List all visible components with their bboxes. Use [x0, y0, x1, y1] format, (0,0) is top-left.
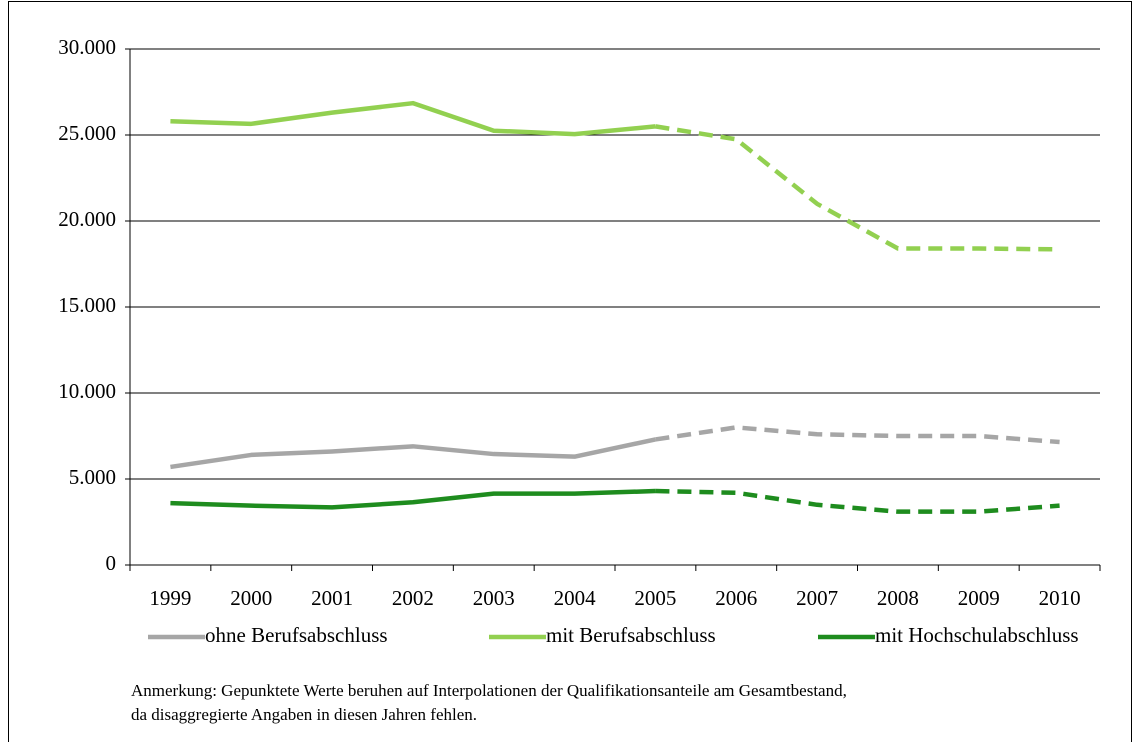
x-tick-label: 2003 [473, 586, 515, 610]
legend-label: mit Hochschulabschluss [875, 623, 1079, 647]
x-tick-label: 2010 [1039, 586, 1081, 610]
y-tick-label: 25.000 [58, 121, 116, 145]
x-tick-label: 2009 [958, 586, 1000, 610]
x-tick-label: 2007 [796, 586, 838, 610]
series-line [170, 100, 656, 137]
series-line [170, 437, 656, 470]
y-tick-label: 15.000 [58, 293, 116, 317]
x-tick-label: 2004 [554, 586, 597, 610]
y-tick-label: 0 [106, 551, 117, 575]
x-tick-label: 2002 [392, 586, 434, 610]
legend-label: ohne Berufsabschluss [205, 623, 388, 647]
legend-label: mit Berufsabschluss [546, 623, 716, 647]
frame [8, 1, 1132, 742]
x-tick-label: 2008 [877, 586, 919, 610]
y-tick-label: 20.000 [58, 207, 116, 231]
series-line [655, 488, 1060, 514]
series-line [655, 124, 1060, 252]
note: Anmerkung: Gepunktete Werte beruhen auf … [131, 681, 847, 700]
x-tick-label: 1999 [149, 586, 191, 610]
note: da disaggregierte Angaben in diesen Jahr… [131, 705, 477, 724]
y-tick-label: 5.000 [69, 465, 116, 489]
x-tick-label: 2001 [311, 586, 353, 610]
series-line [170, 488, 656, 510]
series-line [655, 425, 1060, 445]
x-tick-label: 2005 [634, 586, 676, 610]
y-tick-label: 10.000 [58, 379, 116, 403]
y-tick-label: 30.000 [58, 35, 116, 59]
x-tick-label: 2000 [230, 586, 272, 610]
x-tick-label: 2006 [715, 586, 757, 610]
